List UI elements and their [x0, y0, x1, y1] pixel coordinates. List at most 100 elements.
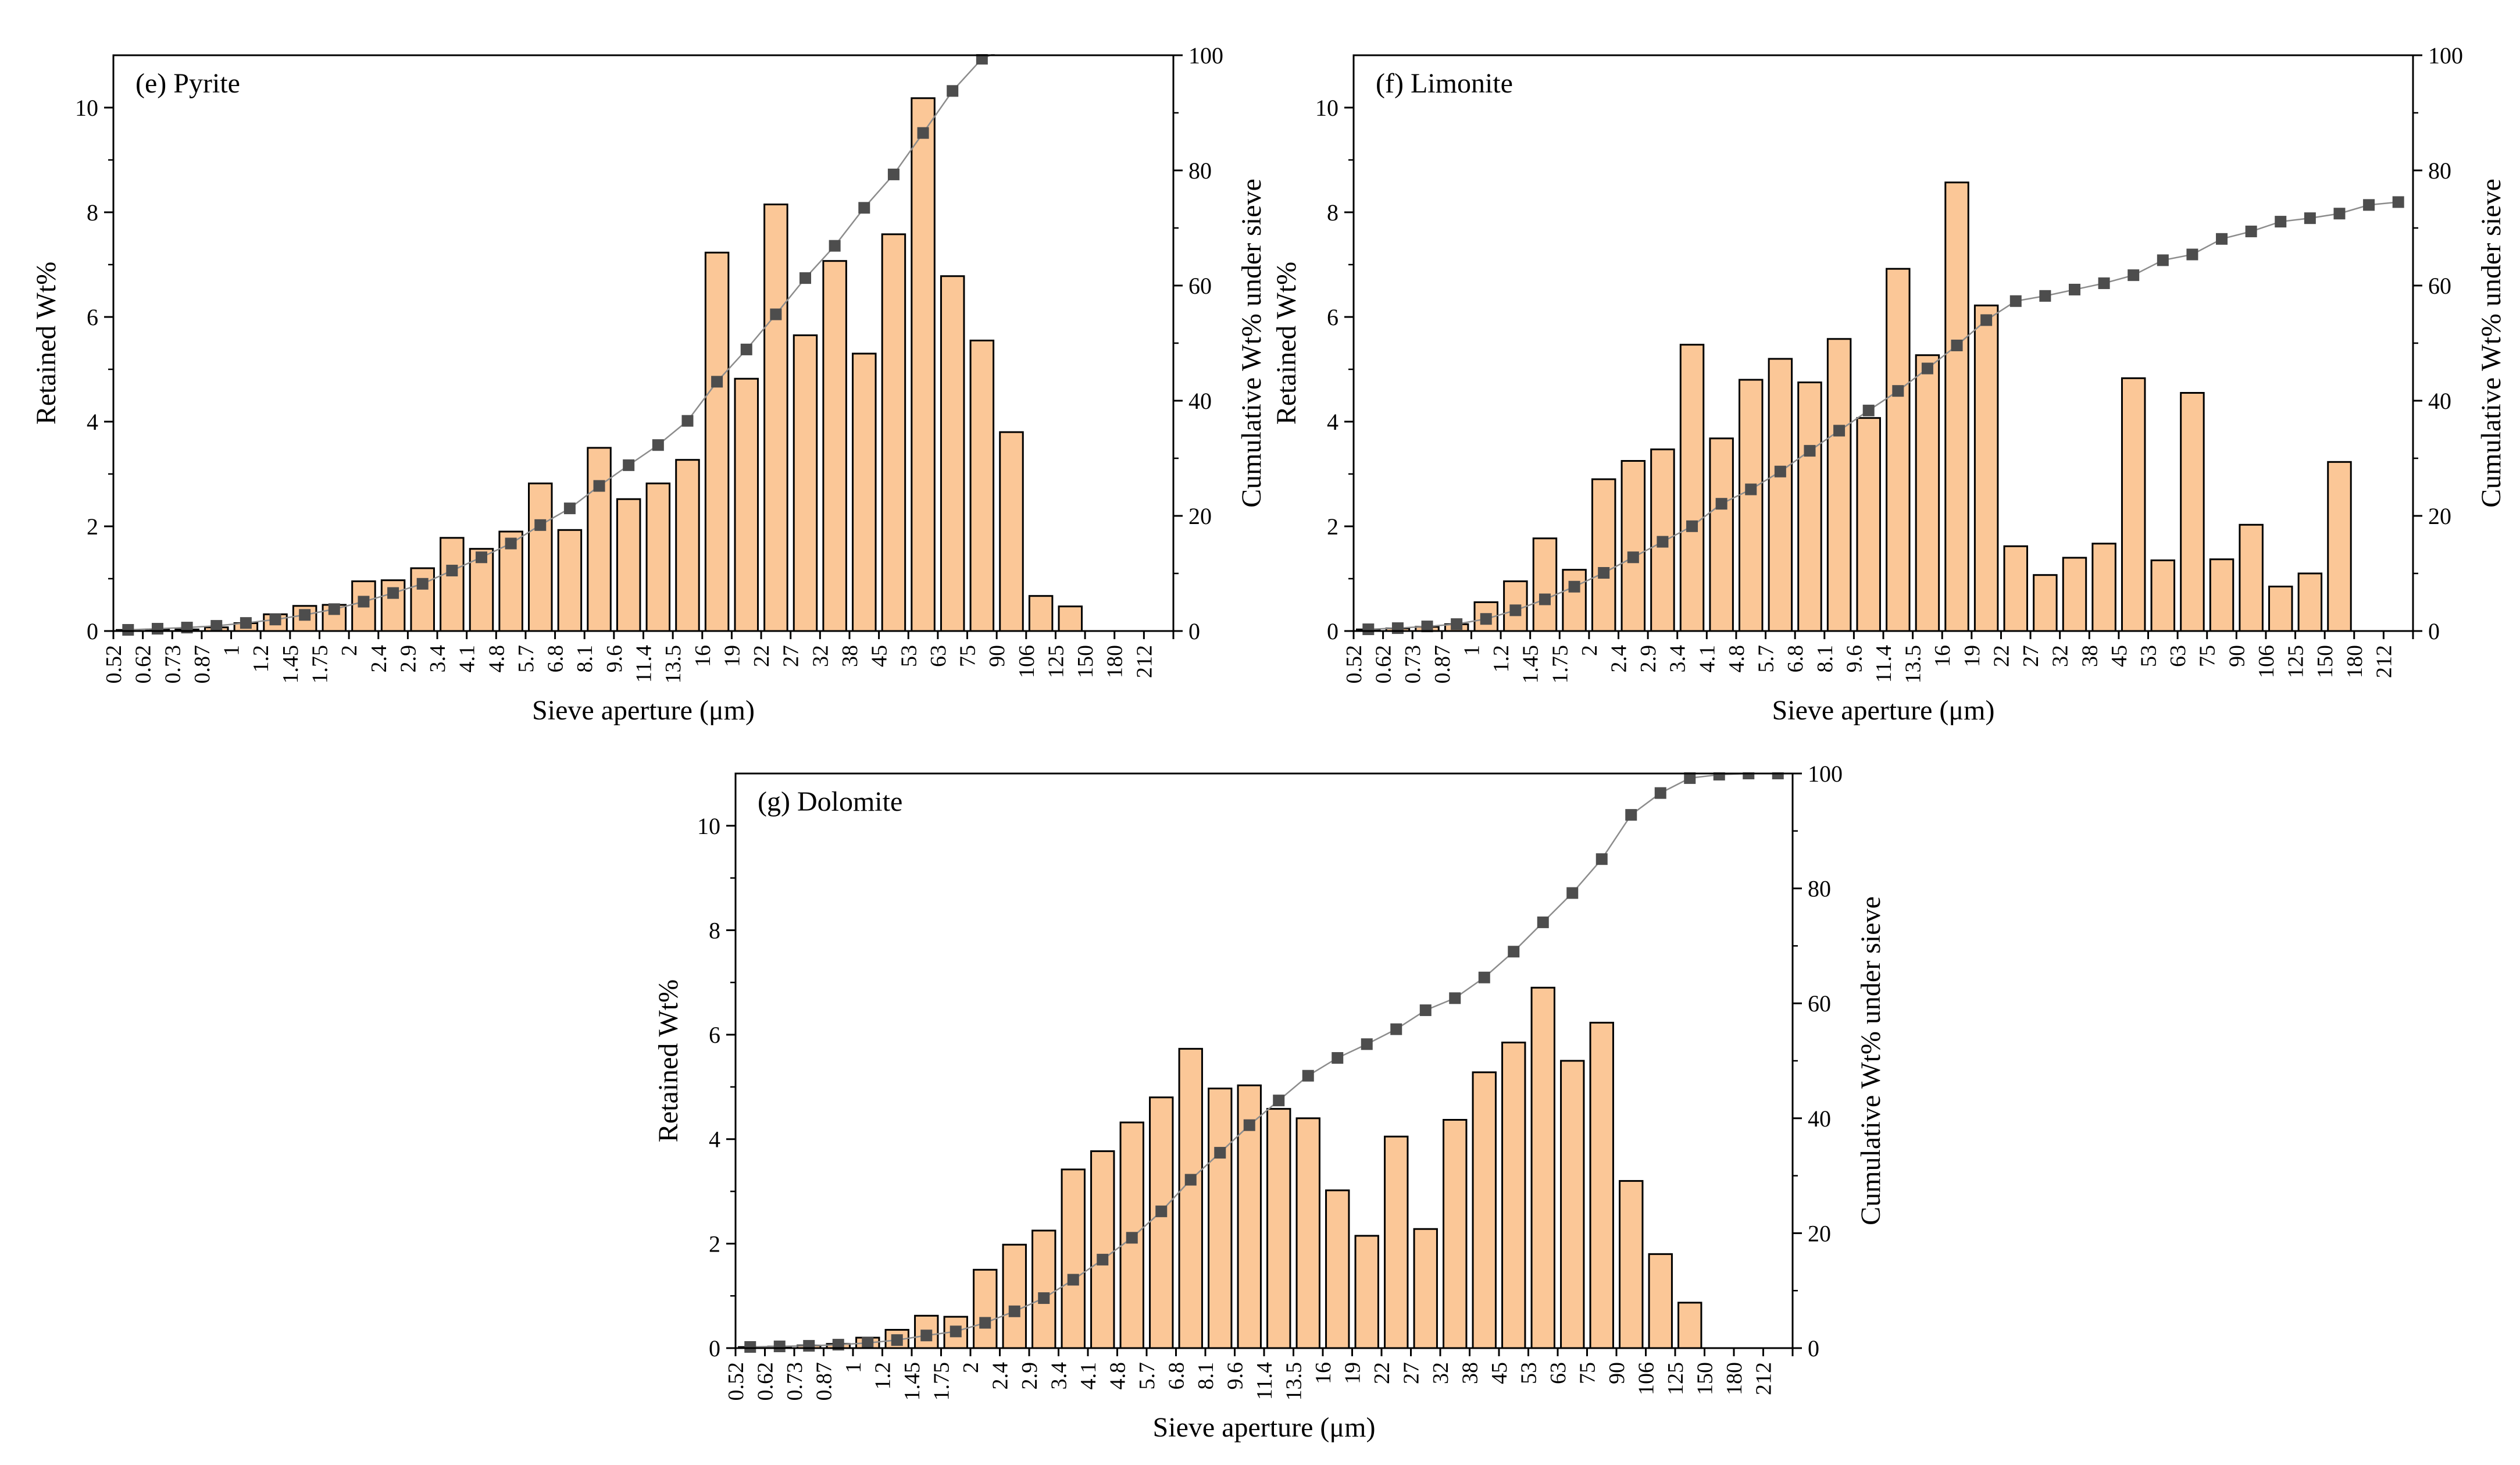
cumulative-point-38	[858, 202, 870, 214]
bar-19	[1973, 304, 1999, 632]
x-tick-label: 8.1	[573, 645, 597, 673]
x-tick-label: 1	[1459, 645, 1484, 656]
y2-tick-label: 100	[1808, 761, 1843, 787]
cumulative-point-1.2	[269, 614, 281, 626]
y2-tick-label: 60	[1188, 273, 1212, 299]
x-tick-label: 4.1	[455, 645, 480, 673]
x-tick-label: 90	[985, 645, 1009, 667]
x-tick-label: 9.6	[602, 645, 627, 673]
bar-4.1	[1090, 1150, 1115, 1349]
bar-38	[852, 352, 877, 632]
x-tick-label: 16	[1311, 1362, 1336, 1384]
x-tick-label: 63	[926, 645, 951, 667]
x-tick-label: 106	[1634, 1362, 1659, 1395]
y-tick-label: 8	[87, 199, 98, 226]
x-tick-label: 106	[1015, 645, 1039, 678]
bar-5.7	[1768, 358, 1793, 632]
bar-45	[2121, 377, 2146, 632]
y2-tick-label: 20	[1808, 1220, 1831, 1246]
x-axis-label: Sieve aperture (μm)	[1772, 695, 1995, 726]
cumulative-point-90	[1625, 809, 1637, 821]
x-tick-label: 22	[749, 645, 774, 667]
cumulative-point-27	[799, 272, 812, 284]
x-tick-label: 2.9	[1636, 645, 1661, 673]
x-tick-label: 1	[220, 645, 244, 656]
x-tick-label: 125	[1664, 1362, 1688, 1395]
x-tick-label: 9.6	[1223, 1362, 1248, 1390]
x-axis-label: Sieve aperture (μm)	[1153, 1412, 1376, 1443]
bar-75	[1589, 1021, 1614, 1349]
x-tick-label: 19	[1960, 645, 1984, 667]
x-tick-label: 9.6	[1842, 645, 1866, 673]
cumulative-point-5.7	[1155, 1205, 1168, 1217]
x-tick-label: 125	[1044, 645, 1068, 678]
y2-tick-label: 100	[1188, 42, 1223, 69]
cumulative-point-2	[1598, 567, 1610, 579]
x-tick-label: 13.5	[661, 645, 686, 684]
cumulative-series	[744, 772, 1784, 1353]
cumulative-point-4.8	[505, 537, 517, 550]
x-tick-label: 38	[2078, 645, 2102, 667]
cumulative-point-38	[2098, 277, 2110, 290]
x-tick-label: 2.9	[396, 645, 420, 673]
bar-2.9	[410, 567, 435, 632]
cumulative-point-2.4	[387, 587, 399, 599]
bar-16	[1325, 1189, 1350, 1349]
cumulative-point-22	[1390, 1023, 1402, 1035]
x-tick-label: 2.4	[367, 645, 391, 673]
cumulative-point-4.1	[1715, 498, 1727, 510]
x-tick-label: 2.9	[1018, 1362, 1042, 1390]
bar-90	[2239, 523, 2264, 632]
y2-tick-label: 60	[2428, 273, 2451, 299]
cumulative-point-19	[1980, 314, 1993, 326]
x-tick-label: 27	[2019, 645, 2043, 667]
bar-106	[1028, 595, 1054, 632]
x-tick-label: 1.75	[930, 1362, 954, 1401]
bar-2.9	[1031, 1229, 1056, 1349]
bar-2.4	[1620, 460, 1646, 632]
x-tick-label: 0.87	[1430, 645, 1455, 684]
cumulative-point-3.4	[446, 565, 458, 577]
x-tick-label: 106	[2254, 645, 2279, 678]
x-tick-label: 5.7	[1754, 645, 1779, 673]
bar-11.4	[1886, 268, 1911, 632]
x-tick-label: 180	[1103, 645, 1127, 678]
cumulative-point-2	[358, 596, 370, 608]
bar-series	[116, 97, 1083, 632]
cumulative-point-2.4	[1627, 551, 1639, 564]
y-tick-label: 10	[1315, 95, 1338, 121]
y-tick-label: 8	[709, 917, 720, 943]
cumulative-point-22	[2009, 295, 2022, 307]
cumulative-point-0.73	[1421, 621, 1433, 633]
x-tick-label: 0.73	[160, 645, 185, 684]
bar-53	[911, 97, 936, 632]
cumulative-point-1.45	[1539, 593, 1551, 605]
bar-27	[793, 334, 818, 632]
x-tick-label: 90	[1605, 1362, 1629, 1384]
bar-53	[2150, 559, 2176, 632]
cumulative-point-0.87	[210, 620, 223, 632]
bar-106	[1648, 1253, 1673, 1349]
y-tick-label: 4	[87, 409, 98, 435]
cumulative-point-1	[1480, 613, 1492, 625]
bar-19	[734, 377, 759, 632]
x-tick-label: 150	[1073, 645, 1098, 678]
bar-13.5	[1295, 1117, 1320, 1349]
cumulative-point-125	[1684, 772, 1696, 784]
y2-tick-label: 20	[1188, 503, 1212, 529]
x-tick-label: 180	[1722, 1362, 1747, 1395]
x-tick-label: 32	[1429, 1362, 1453, 1384]
cumulative-point-0.62	[1391, 622, 1404, 635]
cumulative-point-53	[2157, 254, 2169, 266]
cumulative-point-9.6	[1243, 1119, 1255, 1131]
x-tick-label: 38	[1458, 1362, 1483, 1384]
cumulative-point-1.75	[328, 603, 340, 615]
y2-tick-label: 20	[2428, 503, 2451, 529]
x-tick-label: 4.1	[1076, 1362, 1101, 1390]
cumulative-point-22	[770, 308, 782, 320]
bar-3.4	[440, 537, 465, 632]
cumulative-point-106	[1654, 787, 1666, 799]
cumulative-point-106	[1035, 38, 1047, 49]
